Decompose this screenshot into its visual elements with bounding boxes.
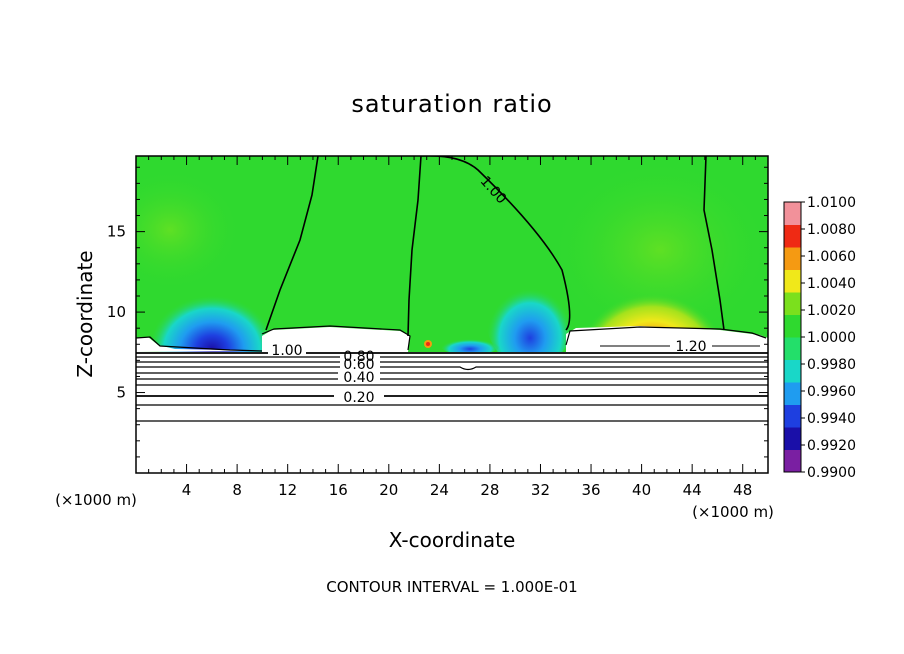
y-tick-label: 10	[107, 303, 126, 321]
colorbar-swatch	[784, 314, 801, 338]
contour-line-100-b	[407, 156, 422, 337]
x-tick-label: 32	[531, 481, 550, 499]
colorbar-swatch	[784, 269, 801, 293]
contour-label-100-lower-bg	[268, 342, 306, 356]
colorbar-label: 0.9940	[807, 411, 856, 427]
colorbar-label: 0.9960	[807, 384, 856, 400]
white-edge-left	[136, 337, 262, 352]
lower-white-region	[136, 352, 768, 473]
colorbar-swatch	[784, 247, 801, 270]
contour-line-100-e	[261, 325, 411, 351]
x-unit-left: (×1000 m)	[55, 491, 137, 509]
colorbar-swatch	[784, 202, 801, 225]
colorbar-swatch	[784, 404, 801, 428]
x-tick-label: 48	[733, 481, 752, 499]
colorbar-swatch	[784, 449, 801, 473]
dry-minimum-mid	[486, 268, 574, 368]
x-tick-label: 16	[329, 481, 348, 499]
contour-line-100-d	[703, 156, 725, 331]
dry-minimum-left	[148, 268, 276, 376]
contour-label-020-bg	[336, 389, 382, 403]
colorbar-label: 1.0080	[807, 222, 856, 238]
contour-label-080: 0.80	[343, 349, 374, 365]
colorbar-label: 1.0000	[807, 330, 856, 346]
contour-line-level-4	[136, 366, 768, 371]
colorbar-label: 0.9900	[807, 465, 856, 481]
colorbar-swatch	[784, 382, 801, 405]
colorbar-swatch	[784, 337, 801, 360]
plot-area: 1.00 1.00 1.20 0.80 0.60 0.40 0.20	[136, 156, 768, 473]
contour-label-100-lower: 1.00	[271, 343, 302, 359]
colorbar-label: 1.0040	[807, 276, 856, 292]
x-tick-label: 12	[278, 481, 297, 499]
colorbar: 1.0100 1.0080 1.0060 1.0040 1.0020 1.0000 0.99…	[783, 195, 856, 481]
colorbar-label: 0.9980	[807, 357, 856, 373]
x-tick-label: 24	[430, 481, 449, 499]
x-tick-label: 36	[581, 481, 600, 499]
colorbar-label: 1.0020	[807, 303, 856, 319]
x-tick-label: 8	[232, 481, 242, 499]
contour-label-020: 0.20	[343, 390, 374, 406]
y-axis-label: Z-coordinate	[73, 250, 97, 377]
chart-title: saturation ratio	[351, 90, 552, 118]
x-tick-label: 20	[379, 481, 398, 499]
colorbar-swatch	[784, 292, 801, 315]
colorbar-swatch	[784, 359, 801, 383]
y-tick-label: 5	[116, 384, 126, 402]
contour-line-100-a	[265, 156, 319, 331]
contour-label-120-bg	[670, 338, 712, 352]
x-axis-label: X-coordinate	[389, 528, 516, 552]
contour-label-040-bg	[338, 370, 380, 383]
colorbar-swatch	[784, 224, 801, 248]
contour-label-120: 1.20	[675, 339, 706, 355]
y-axis: 5 10 15	[107, 166, 768, 458]
colorbar-label: 1.0060	[807, 249, 856, 265]
colorbar-label: 0.9920	[807, 438, 856, 454]
x-tick-label: 40	[632, 481, 651, 499]
contour-line-bottom-edge	[136, 336, 263, 352]
contour-label-060: 0.60	[343, 357, 374, 373]
colorbar-swatch	[784, 427, 801, 450]
x-tick-label: 44	[683, 481, 702, 499]
contour-labels: 1.00 1.00 1.20 0.80 0.60 0.40 0.20	[268, 173, 712, 406]
dry-patch-small	[440, 335, 500, 355]
contour-label-040: 0.40	[343, 370, 374, 386]
x-tick-label: 28	[480, 481, 499, 499]
x-tick-label: 4	[182, 481, 192, 499]
contour-line-100-c	[421, 156, 571, 331]
y-tick-label: 15	[107, 223, 126, 241]
moist-region-left	[136, 170, 240, 290]
x-axis: 4 8 12 16 20 24 28 32 36 40 44 48	[148, 156, 756, 499]
x-unit-right: (×1000 m)	[692, 503, 774, 521]
colorbar-label: 1.0100	[807, 195, 856, 211]
contour-interval-note: CONTOUR INTERVAL = 1.000E-01	[326, 578, 577, 596]
contour-lines	[136, 156, 768, 422]
contour-line-120	[565, 326, 767, 346]
warm-speck-core	[426, 342, 430, 346]
